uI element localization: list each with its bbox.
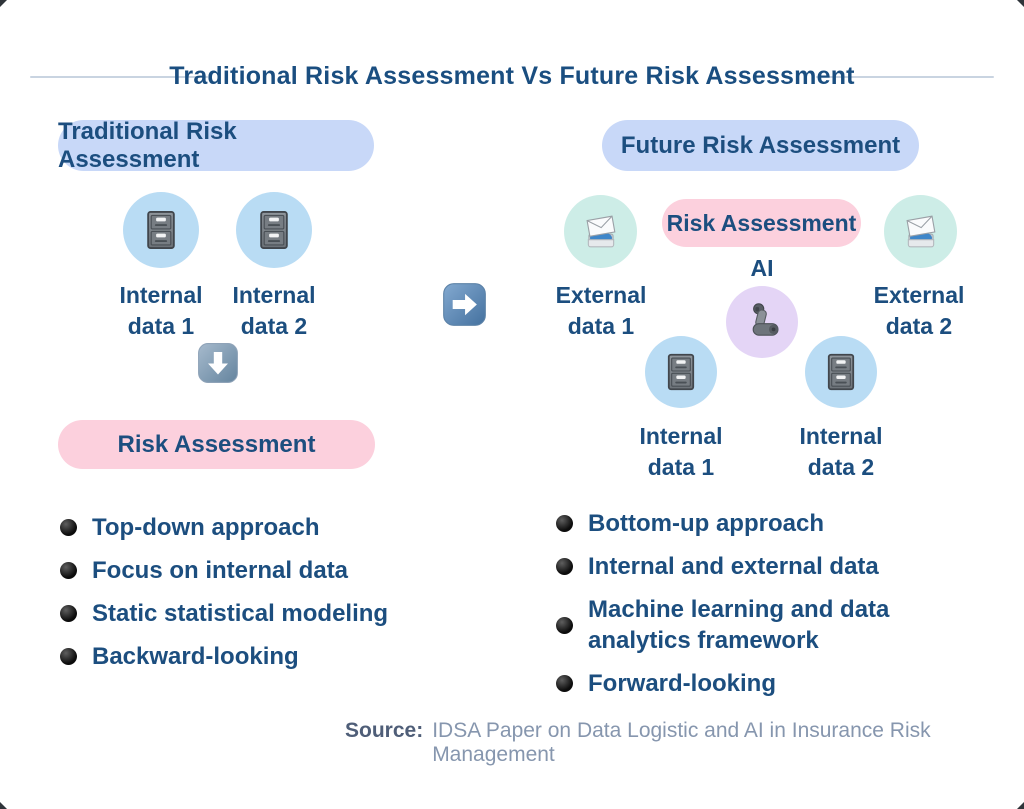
internal-data-1-circle xyxy=(123,192,199,268)
traditional-bullet-list: Top-down approach Focus on internal data… xyxy=(60,512,420,684)
file-cabinet-icon xyxy=(253,209,295,251)
black-circle-bullet-icon xyxy=(60,562,77,579)
corner-mark-bottom-right xyxy=(1017,802,1024,809)
internal-data-2-label: Internal data 2 xyxy=(232,282,316,339)
black-circle-bullet-icon xyxy=(60,605,77,622)
corner-mark-top-left xyxy=(0,0,7,7)
future-bullet-list: Bottom-up approach Internal and external… xyxy=(556,508,976,711)
external-data-1-label: External data 1 xyxy=(555,282,647,339)
black-circle-bullet-icon xyxy=(60,519,77,536)
list-item: Internal and external data xyxy=(556,551,976,582)
bullet-text: Machine learning and data analytics fram… xyxy=(588,596,890,654)
file-cabinet-icon xyxy=(821,352,861,392)
bullet-text: Internal and external data xyxy=(588,553,879,580)
list-item: Backward-looking xyxy=(60,641,420,672)
black-circle-bullet-icon xyxy=(60,648,77,665)
traditional-result-label: Risk Assessment xyxy=(117,430,316,458)
external-data-2-label: External data 2 xyxy=(873,282,965,339)
down-arrow-icon xyxy=(197,342,239,384)
future-internal-data-2-label: Internal data 2 xyxy=(799,423,883,480)
title-divider-left xyxy=(30,76,208,78)
source-line: Source: IDSA Paper on Data Logistic and … xyxy=(345,719,1024,767)
internal-data-1-label: Internal data 1 xyxy=(119,282,203,339)
list-item: Machine learning and data analytics fram… xyxy=(556,594,976,656)
future-header-pill: Future Risk Assessment xyxy=(602,120,919,171)
future-internal-data-1-label: Internal data 1 xyxy=(639,423,723,480)
bullet-text: Forward-looking xyxy=(588,670,776,697)
future-result-pill: Risk Assessment xyxy=(662,199,861,247)
mechanical-arm-icon xyxy=(740,300,784,344)
internal-data-2-circle xyxy=(236,192,312,268)
bullet-text: Backward-looking xyxy=(92,643,299,670)
page-title: Traditional Risk Assessment Vs Future Ri… xyxy=(169,62,855,90)
traditional-result-pill: Risk Assessment xyxy=(58,420,375,469)
list-item: Forward-looking xyxy=(556,668,976,699)
black-circle-bullet-icon xyxy=(556,675,573,692)
source-text: IDSA Paper on Data Logistic and AI in In… xyxy=(432,719,931,766)
bullet-text: Bottom-up approach xyxy=(588,510,824,537)
file-cabinet-icon xyxy=(661,352,701,392)
black-circle-bullet-icon xyxy=(556,558,573,575)
future-result-label: Risk Assessment xyxy=(666,209,857,236)
traditional-header-label: Traditional Risk Assessment xyxy=(58,117,237,173)
list-item: Focus on internal data xyxy=(60,555,420,586)
bullet-text: Static statistical modeling xyxy=(92,600,389,627)
list-item: Bottom-up approach xyxy=(556,508,976,539)
black-circle-bullet-icon xyxy=(556,515,573,532)
ai-label: AI xyxy=(750,255,774,281)
future-internal-data-1-circle xyxy=(645,336,717,408)
bullet-text: Focus on internal data xyxy=(92,557,349,584)
ai-circle xyxy=(726,286,798,358)
future-header-label: Future Risk Assessment xyxy=(620,131,901,159)
black-circle-bullet-icon xyxy=(556,616,573,634)
incoming-envelope-icon xyxy=(579,210,623,254)
title-divider-right xyxy=(816,76,994,78)
external-data-2-circle xyxy=(884,195,957,268)
traditional-header-pill: Traditional Risk Assessment xyxy=(58,117,374,173)
source-label: Source: xyxy=(345,719,424,742)
file-cabinet-icon xyxy=(140,209,182,251)
incoming-envelope-icon xyxy=(899,210,943,254)
list-item: Static statistical modeling xyxy=(60,598,420,629)
bullet-text: Top-down approach xyxy=(92,514,320,541)
list-item: Top-down approach xyxy=(60,512,420,543)
future-internal-data-2-circle xyxy=(805,336,877,408)
corner-mark-bottom-left xyxy=(0,802,7,809)
right-arrow-icon xyxy=(442,282,487,327)
corner-mark-top-right xyxy=(1017,0,1024,7)
external-data-1-circle xyxy=(564,195,637,268)
